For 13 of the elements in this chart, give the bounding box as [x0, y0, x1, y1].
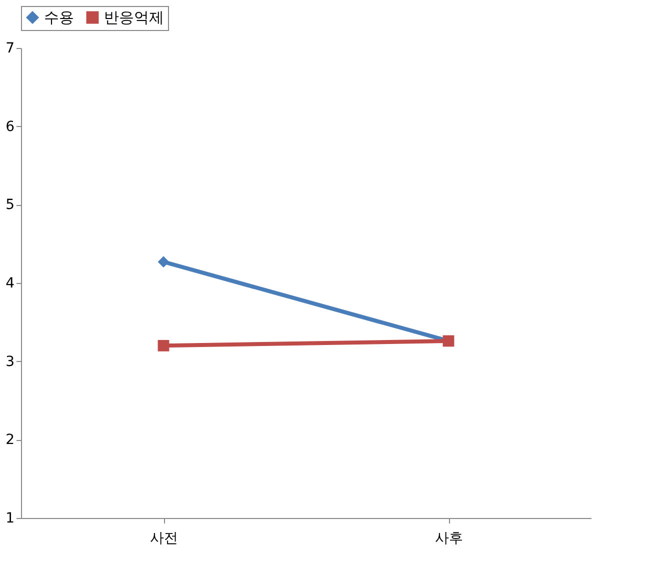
- y-tick-label: 2: [6, 432, 14, 448]
- y-tick-label: 5: [6, 197, 14, 214]
- x-tick-label: 사후: [435, 530, 463, 546]
- point: [158, 256, 170, 268]
- point: [158, 340, 170, 352]
- y-tick-label: 1: [6, 510, 14, 526]
- y-tick-label: 4: [6, 276, 15, 292]
- y-tick-label: 3: [6, 354, 14, 370]
- x-tick-label: 사전: [150, 530, 178, 546]
- y-tick-label: 7: [6, 40, 14, 56]
- legend-label: 수용: [44, 8, 74, 27]
- legend-label: 반응억제: [104, 8, 164, 27]
- y-tick-label: 6: [6, 118, 15, 135]
